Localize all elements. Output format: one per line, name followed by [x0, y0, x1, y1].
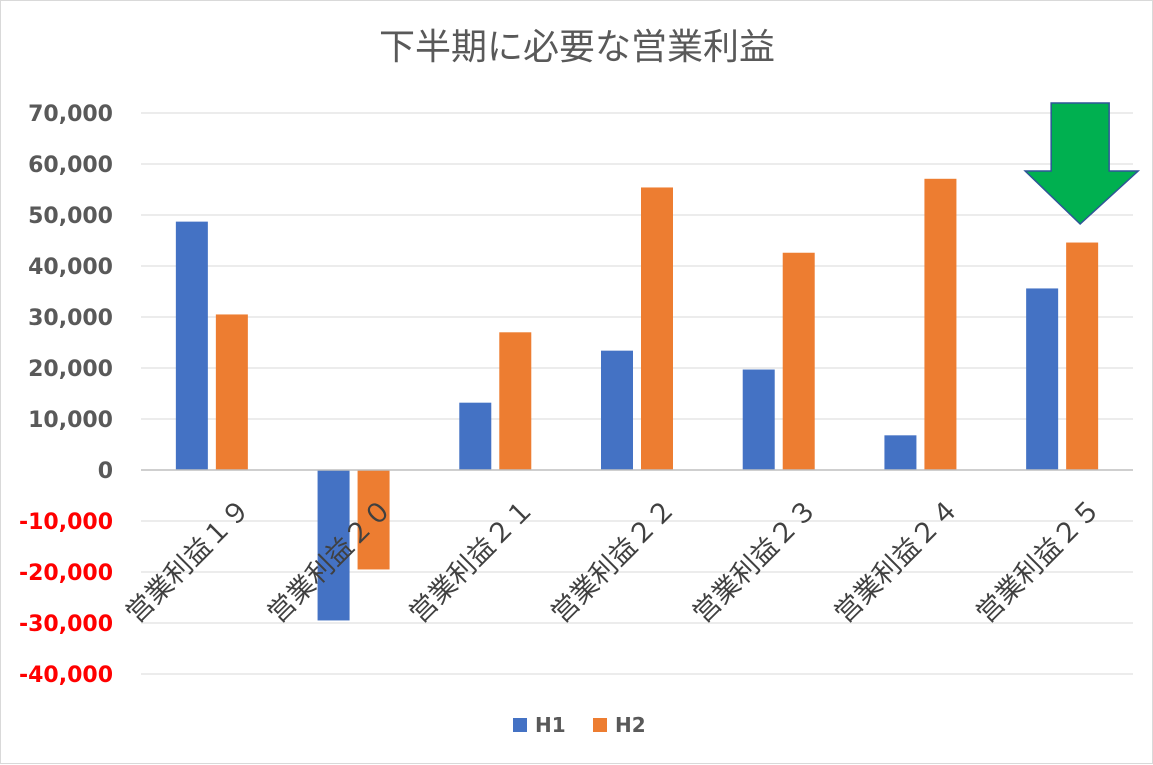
y-tick-label: -10,000	[19, 510, 113, 535]
legend-label-h1: H1	[535, 713, 566, 737]
bar-h1	[601, 350, 633, 470]
bar-h2	[782, 252, 815, 470]
x-tick-label: 営業利益２４	[829, 493, 965, 629]
legend-swatch-h2	[593, 718, 607, 732]
legend: H1 H2	[513, 713, 646, 737]
y-tick-label: 40,000	[28, 255, 113, 280]
y-tick-label: 30,000	[28, 306, 113, 331]
bar-h1	[175, 221, 208, 470]
x-tick-label: 営業利益２５	[971, 493, 1107, 629]
bar-h1	[1026, 288, 1059, 470]
bar-h1	[742, 369, 775, 470]
gridlines	[141, 112, 1133, 675]
bar-h2	[215, 314, 248, 470]
legend-swatch-h1	[513, 718, 527, 732]
bar-h1	[317, 470, 350, 621]
bar-h2	[1066, 242, 1099, 470]
x-axis-ticks: 営業利益１９ 営業利益２０ 営業利益２１ 営業利益２２ 営業利益２３ 営業利益２４ 営業利益…	[120, 493, 1107, 629]
bar-h2	[357, 470, 390, 570]
bar-h1	[459, 402, 492, 470]
y-axis-ticks: 70,000 60,000 50,000 40,000 30,000 20,000 10,0…	[19, 102, 113, 688]
annotation	[1023, 102, 1141, 226]
y-tick-label: 0	[98, 459, 113, 484]
x-tick-label: 営業利益２２	[545, 493, 681, 629]
y-tick-label: -40,000	[19, 663, 113, 688]
bar-h1	[884, 435, 917, 470]
y-tick-label: 50,000	[28, 204, 113, 229]
legend-label-h2: H2	[615, 713, 646, 737]
y-tick-label: -30,000	[19, 612, 113, 637]
down-arrow-icon	[1023, 102, 1141, 226]
bar-h2	[924, 178, 957, 471]
x-tick-label: 営業利益２１	[404, 493, 540, 629]
bar-h2	[499, 332, 532, 470]
chart-title: 下半期に必要な営業利益	[379, 27, 775, 68]
y-tick-label: -20,000	[19, 561, 113, 586]
y-tick-label: 20,000	[28, 357, 113, 382]
y-tick-label: 70,000	[28, 102, 113, 127]
x-tick-label: 営業利益１９	[120, 493, 256, 629]
y-tick-label: 60,000	[28, 153, 113, 178]
y-tick-label: 10,000	[28, 408, 113, 433]
x-tick-label: 営業利益２３	[687, 493, 823, 629]
bars	[175, 178, 1099, 621]
bar-h2	[641, 187, 673, 470]
